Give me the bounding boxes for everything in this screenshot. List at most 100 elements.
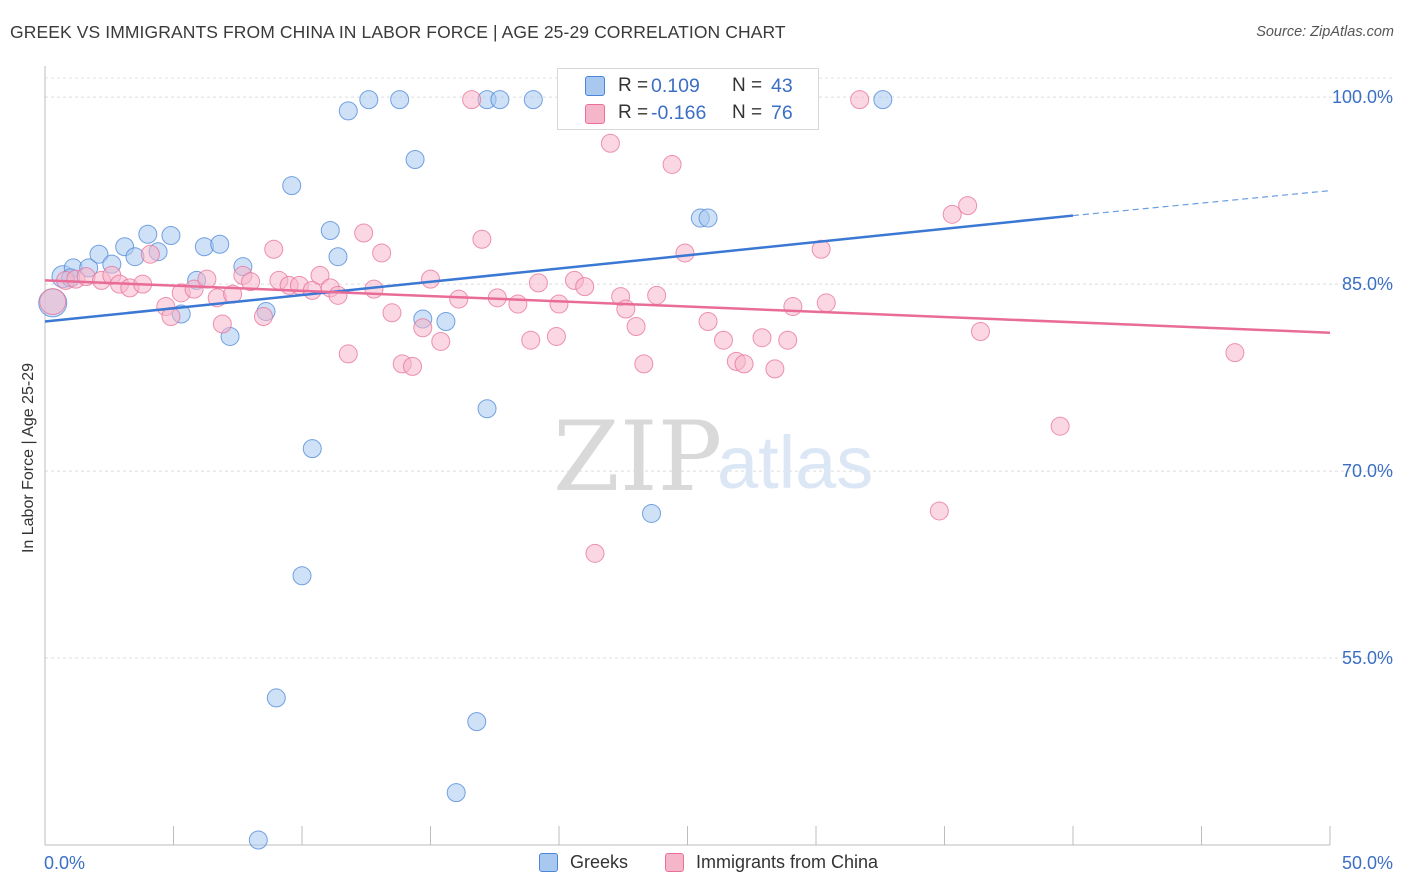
greeks-point [359,90,379,110]
greeks-point [328,247,348,267]
greeks-point [405,149,425,169]
china-point [328,285,348,305]
stats-greeks-n-value: 43 [771,75,793,97]
china-point [698,312,718,332]
china-point [521,330,541,350]
chart-title: GREEK VS IMMIGRANTS FROM CHINA IN LABOR … [10,22,786,42]
china-point [528,273,548,293]
china-point [1225,343,1245,363]
greeks-point [266,688,286,708]
y-tick-label: 85.0% [1342,274,1393,294]
china-point [382,303,402,323]
stats-china-n-label: N = [732,102,763,123]
china-point [338,344,358,364]
china-point [421,269,440,289]
greeks-point [248,830,268,850]
china-point [626,316,646,336]
legend-greeks-label: Greeks [570,852,629,872]
stats-china-r-label: R = [618,102,649,123]
china-point [634,354,654,374]
greeks-point [873,90,893,110]
greeks-point [490,90,510,110]
greeks-point [338,101,358,121]
legend-item-greeks[interactable]: Greeks [539,852,628,873]
greeks-trend-extension [1072,190,1331,217]
y-tick-label: 70.0% [1342,461,1393,481]
china-point [811,239,831,259]
china-point [1050,416,1070,436]
greeks-point [282,176,302,196]
stats-greeks-swatch [585,76,605,96]
greeks-point [210,234,230,254]
china-point [449,289,469,309]
greeks-trend-line [44,214,1074,323]
greeks-point [698,208,718,228]
china-point [942,204,962,224]
stats-greeks-n-label: N = [732,75,763,96]
legend-china-label: Immigrants from China [696,852,879,872]
legend-greeks-swatch [539,853,558,872]
greeks-point [161,226,181,246]
china-point [212,314,232,334]
greeks-point [477,399,497,419]
china-point [546,326,566,346]
greeks-point [138,224,158,244]
china-point [765,359,785,379]
china-point [413,318,433,338]
china-point [310,265,330,285]
china-point [403,356,423,376]
greeks-point [292,566,312,586]
china-point [241,272,261,292]
stats-china-n-value: 76 [771,102,793,124]
china-point [752,328,772,348]
greeks-point [446,783,466,803]
stats-greeks-r-label: R = [618,75,649,96]
china-point [264,239,284,259]
greeks-point [436,312,456,332]
stats-greeks-r-value: 0.109 [651,75,700,97]
china-point [372,243,392,263]
china-point [549,294,569,314]
china-point [734,354,754,374]
y-tick-label: 100.0% [1332,87,1393,107]
greeks-point [320,221,340,241]
china-point [431,331,451,351]
china-point [140,244,160,264]
china-point [662,154,682,174]
china-point [585,543,605,563]
watermark-atlas: atlas [717,421,873,504]
chart-source: Source: ZipAtlas.com [1256,24,1394,40]
x-tick-label: 0.0% [44,853,85,873]
china-point [970,321,990,341]
china-point [783,297,803,317]
china-point [713,330,733,350]
greeks-point [642,503,662,523]
china-point [929,501,949,521]
china-point [816,293,836,313]
trend-lines [44,190,1331,334]
china-point [462,90,482,110]
china-point [850,90,870,110]
greeks-point [523,90,543,110]
china-point [647,285,667,305]
china-point [675,243,695,263]
y-tick-label: 55.0% [1342,648,1393,668]
watermark-zip: ZIP [553,401,722,513]
greeks-point [302,439,322,459]
china-point [197,269,217,289]
china-point [39,288,67,316]
china-point [472,229,492,249]
china-point [253,307,273,327]
grid-lines [45,77,1392,659]
china-point [184,279,204,299]
china-point [354,223,374,243]
greeks-point [467,712,487,732]
china-point [778,330,798,350]
legend-china-swatch [665,853,684,872]
watermark: ZIP atlas [553,401,873,513]
legend-item-china[interactable]: Immigrants from China [665,852,878,873]
greeks-point [89,244,109,264]
x-tick-label: 50.0% [1342,853,1393,873]
stats-china-swatch [585,104,605,124]
